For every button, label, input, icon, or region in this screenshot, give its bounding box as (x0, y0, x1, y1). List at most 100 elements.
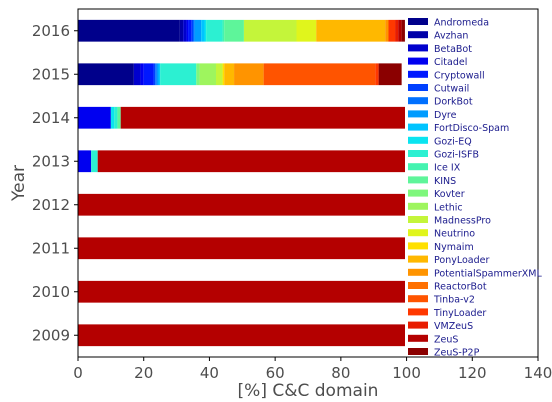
bar-2016-ice-ix (222, 19, 225, 42)
x-tick-label: 0 (73, 364, 83, 382)
bar-2014-gozi-isfb (114, 106, 118, 129)
legend-swatch-vmzeus (408, 321, 428, 329)
bar-2016-zeus (398, 19, 402, 42)
legend-swatch-dyre (408, 110, 428, 118)
legend-swatch-tinyloader (408, 308, 428, 316)
bar-2014-gozi-eq (110, 106, 115, 129)
x-tick-label: 60 (266, 364, 285, 382)
bar-2016-gozi-eq (204, 19, 207, 42)
x-tick-label: 40 (200, 364, 219, 382)
bar-2016-citadel (186, 19, 189, 42)
bar-2016-avzhan (179, 19, 184, 42)
legend-swatch-ponyloader (408, 255, 428, 263)
legend-label: ReactorBot (434, 282, 487, 293)
legend-label: VMZeuS (434, 321, 473, 332)
y-axis-label: Year (9, 165, 29, 202)
bar-2015-cryptowall (143, 63, 154, 86)
legend-label: Dyre (434, 110, 457, 121)
legend-label: Gozi-ISFB (434, 150, 479, 161)
legend-swatch-andromeda (408, 18, 428, 25)
bar-2014-kins (117, 106, 121, 129)
bar-2014-citadel (78, 106, 111, 129)
bar-2016-cryptowall (188, 19, 192, 42)
bar-2015-tinyloader (375, 63, 379, 86)
bar-2013-zeus (97, 150, 407, 173)
bar-2015-kovter (196, 63, 200, 86)
bar-2015-lethic (199, 63, 216, 86)
legend-swatch-avzhan (408, 31, 428, 39)
bars-layer (78, 19, 407, 347)
legend-swatch-reactorbot (408, 282, 428, 289)
legend-swatch-madnesspro (408, 216, 428, 223)
bar-2015-ponyloader (224, 63, 235, 86)
legend-label: Andromeda (434, 18, 489, 29)
legend-label: ZeuS (434, 334, 458, 345)
legend-swatch-kovter (408, 189, 428, 197)
bar-2015-citadel (140, 63, 144, 86)
y-tick-label-2016: 2016 (32, 22, 70, 40)
legend-label: Ice IX (434, 163, 461, 174)
bar-2015-dyre (156, 63, 159, 86)
bar-2013-citadel (78, 150, 92, 173)
legend-label: TinyLoader (433, 308, 486, 319)
bar-2016-betabot (183, 19, 187, 42)
bar-2016-dorkbot (193, 19, 195, 42)
legend-swatch-dorkbot (408, 97, 428, 105)
legend-swatch-potentialspammerxml (408, 268, 428, 276)
legend-label: Citadel (434, 57, 467, 68)
y-tick-label-2010: 2010 (32, 283, 70, 301)
legend-swatch-gozi-isfb (408, 150, 428, 157)
bar-2013-gozi-isfb (91, 150, 98, 173)
y-tick-label-2012: 2012 (32, 196, 70, 214)
bar-2016-madnesspro (243, 19, 297, 42)
legend-label: DorkBot (434, 97, 473, 108)
legend-label: Cutwail (434, 84, 469, 95)
legend-swatch-cutwail (408, 84, 428, 91)
legend-label: Tinba-v2 (433, 295, 475, 306)
legend-label: ZeuS-P2P (434, 348, 480, 359)
y-tick-label-2011: 2011 (32, 239, 70, 257)
bar-2016-andromeda (78, 19, 180, 42)
bar-2015-gozi-isfb (160, 63, 197, 86)
bar-2016-ponyloader (316, 19, 386, 42)
legend-label: FortDisco-Spam (434, 123, 509, 134)
legend-swatch-neutrino (408, 229, 428, 237)
bar-2015-dorkbot (155, 63, 157, 86)
legend-label: Kovter (434, 189, 465, 200)
legend-label: PonyLoader (434, 255, 489, 266)
bar-2015-tinba-v2 (263, 63, 376, 86)
bar-2015-madnesspro (216, 63, 223, 86)
x-tick-label: 120 (458, 364, 487, 382)
bar-2015-cutwail (153, 63, 156, 86)
y-tick-label-2015: 2015 (32, 65, 70, 83)
bar-2016-dyre (194, 19, 202, 42)
legend-swatch-lethic (408, 202, 428, 210)
legend-swatch-ice-ix (408, 163, 428, 171)
plot-frame (77, 8, 539, 358)
bar-2016-potentialspammerxml (385, 19, 389, 42)
x-tick-label: 100 (392, 364, 421, 382)
x-axis-ticks: 0 20 40 60 80 100 120 140 (73, 357, 552, 382)
legend-swatch-gozi-eq (408, 136, 428, 144)
legend-label: PotentialSpammerXML (434, 268, 542, 279)
bar-2012-zeus (78, 193, 407, 216)
bar-2016-neutrino (296, 19, 317, 42)
legend-swatch-nymaim (408, 242, 428, 250)
bar-2016-zeus-p2p (401, 19, 405, 42)
bar-2015-betabot (133, 63, 141, 86)
bar-2016-vmzeus (395, 19, 399, 42)
y-axis-ticks: 2009 2010 2011 2012 2013 2014 2015 2016 (32, 22, 78, 344)
legend-label: KINS (434, 176, 456, 187)
bar-2016-tinyloader (388, 19, 396, 42)
legend-label: Gozi-EQ (434, 136, 472, 147)
bar-2011-zeus (78, 237, 407, 260)
legend-swatch-citadel (408, 57, 428, 65)
bar-2015-nymaim (222, 63, 225, 86)
legend-swatch-zeus (408, 334, 428, 342)
x-axis-label: [%] C&C domain (238, 381, 379, 401)
legend-label: MadnessPro (434, 216, 491, 227)
legend-label: Cryptowall (434, 70, 485, 81)
bar-2016-kins (224, 19, 244, 42)
x-tick-label: 20 (134, 364, 153, 382)
